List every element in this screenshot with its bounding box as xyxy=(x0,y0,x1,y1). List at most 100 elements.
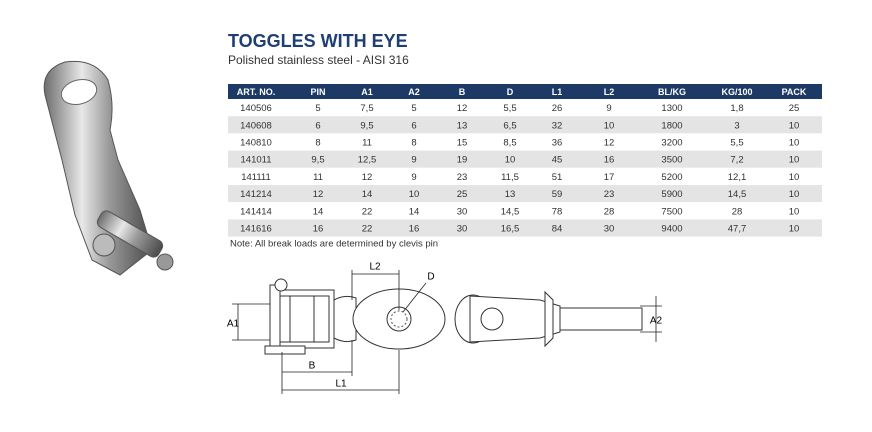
table-cell: 15 xyxy=(457,138,468,149)
column-header: L2 xyxy=(604,87,615,97)
table-cell: 8,5 xyxy=(503,138,516,149)
table-cell: 9 xyxy=(411,172,416,183)
product-photo xyxy=(43,60,174,276)
table-cell: 26 xyxy=(552,103,563,114)
table-cell: 11 xyxy=(313,172,323,183)
table-cell: 16 xyxy=(409,224,420,235)
note: Note: All break loads are determined by … xyxy=(230,239,438,250)
table-cell: 1300 xyxy=(661,103,682,114)
dim-label: D xyxy=(427,272,434,283)
table-cell: 140506 xyxy=(240,103,272,114)
table-row xyxy=(228,99,822,117)
table-cell: 23 xyxy=(604,189,615,200)
table-cell: 59 xyxy=(552,189,563,200)
product-table: ART. NO. PIN A1 A2 B D L1 L2 BL/KG KG/100 PACK 1405… xyxy=(228,84,822,237)
table-cell: 7,2 xyxy=(730,155,743,166)
table-cell: 16 xyxy=(313,224,324,235)
table-cell: 47,7 xyxy=(728,224,747,235)
table-row xyxy=(228,116,822,134)
table-cell: 11 xyxy=(362,138,372,149)
table-cell: 10 xyxy=(789,172,800,183)
table-cell: 12,1 xyxy=(728,172,747,183)
table-cell: 16 xyxy=(604,155,615,166)
table-cell: 6 xyxy=(411,120,416,131)
table-cell: 14,5 xyxy=(501,206,520,217)
table-cell: 1,8 xyxy=(730,103,743,114)
table-cell: 19 xyxy=(457,155,468,166)
table-cell: 3500 xyxy=(661,155,682,166)
table-cell: 10 xyxy=(789,206,800,217)
table-cell: 78 xyxy=(552,206,563,217)
dim-label: A2 xyxy=(650,316,663,327)
column-header: ART. NO. xyxy=(237,87,276,97)
column-header: L1 xyxy=(552,87,563,97)
table-cell: 3 xyxy=(734,120,739,131)
table-cell: 32 xyxy=(552,120,563,131)
table-cell: 13 xyxy=(457,120,468,131)
table-cell: 51 xyxy=(552,172,563,183)
table-cell: 12 xyxy=(313,189,324,200)
table-cell: 10 xyxy=(789,189,800,200)
table-cell: 28 xyxy=(604,206,615,217)
table-cell: 14,5 xyxy=(728,189,747,200)
table-cell: 10 xyxy=(789,120,800,131)
table-cell: 6 xyxy=(315,120,320,131)
table-cell: 5900 xyxy=(661,189,682,200)
table-cell: 84 xyxy=(552,224,563,235)
header-row xyxy=(228,84,822,99)
table-cell: 7,5 xyxy=(360,103,373,114)
table-cell: 141414 xyxy=(240,206,272,217)
table-cell: 17 xyxy=(604,172,615,183)
table-cell: 5,5 xyxy=(730,138,743,149)
column-header: A2 xyxy=(408,87,420,97)
column-header: A1 xyxy=(361,87,373,97)
table-cell: 141214 xyxy=(240,189,272,200)
table-cell: 9 xyxy=(411,155,416,166)
table-cell: 16,5 xyxy=(501,224,520,235)
table-cell: 140810 xyxy=(240,138,272,149)
table-cell: 3200 xyxy=(661,138,682,149)
table-row xyxy=(228,185,822,203)
table-cell: 22 xyxy=(362,206,373,217)
table-row xyxy=(228,167,822,185)
column-header: B xyxy=(459,87,466,97)
table-row xyxy=(228,133,822,151)
table-cell: 12 xyxy=(362,172,373,183)
drawing-side xyxy=(232,270,446,394)
table-cell: 141011 xyxy=(241,155,272,166)
column-header: PIN xyxy=(310,87,325,97)
table-cell: 7500 xyxy=(661,206,682,217)
table-cell: 141111 xyxy=(241,172,271,183)
table-cell: 10 xyxy=(789,138,800,149)
table-cell: 30 xyxy=(604,224,615,235)
table-cell: 9,5 xyxy=(311,155,324,166)
subtitle: Polished stainless steel - AISI 316 xyxy=(228,53,409,67)
table-cell: 140608 xyxy=(240,120,272,131)
table-cell: 25 xyxy=(457,189,468,200)
table-cell: 9 xyxy=(606,103,611,114)
table-cell: 9,5 xyxy=(360,120,373,131)
table-cell: 14 xyxy=(362,189,373,200)
table-cell: 13 xyxy=(505,189,516,200)
table-cell: 12 xyxy=(604,138,615,149)
table-cell: 6,5 xyxy=(503,120,516,131)
table-cell: 12 xyxy=(457,103,468,114)
table-cell: 10 xyxy=(604,120,615,131)
table-cell: 141616 xyxy=(240,224,272,235)
table-cell: 8 xyxy=(411,138,416,149)
table-cell: 11,5 xyxy=(501,172,519,183)
table-cell: 10 xyxy=(789,155,800,166)
table-cell: 45 xyxy=(552,155,563,166)
table-cell: 5,5 xyxy=(503,103,516,114)
table-cell: 36 xyxy=(552,138,563,149)
dim-label: A1 xyxy=(227,319,240,330)
table-row xyxy=(228,202,822,220)
table-cell: 12,5 xyxy=(358,155,377,166)
table-cell: 25 xyxy=(789,103,800,114)
table-cell: 22 xyxy=(362,224,373,235)
drawing-top xyxy=(454,290,662,348)
table-cell: 1800 xyxy=(661,120,682,131)
dim-label: L1 xyxy=(335,379,347,390)
title: TOGGLES WITH EYE xyxy=(228,31,408,51)
